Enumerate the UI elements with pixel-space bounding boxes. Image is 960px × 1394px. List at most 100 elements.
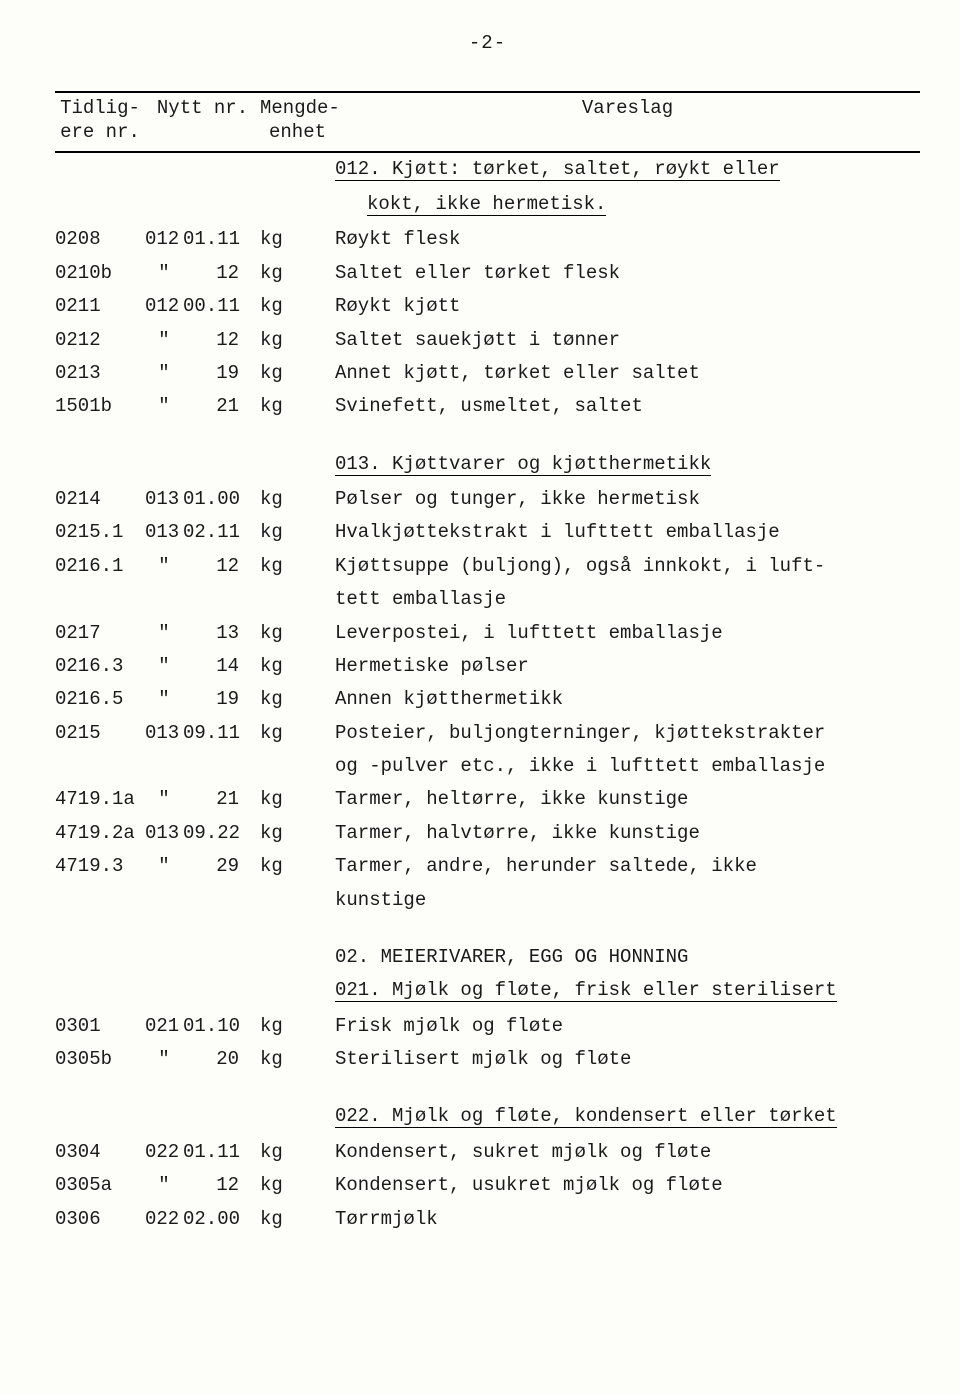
empty-cell <box>145 188 260 223</box>
cell-description: Frisk mjølk og fløte <box>335 1010 920 1043</box>
cell-unit: kg <box>260 483 335 516</box>
ditto-mark: " <box>145 364 183 383</box>
empty-cell <box>260 152 335 188</box>
cell-unit: kg <box>260 1169 335 1202</box>
ditto-mark: " <box>145 790 183 809</box>
table-section-row: 021. Mjølk og fløte, frisk eller sterili… <box>55 974 920 1009</box>
cell-description: Sterilisert mjølk og fløte <box>335 1043 920 1076</box>
table-row: 0212"12kgSaltet sauekjøtt i tønner <box>55 323 920 356</box>
cell-old-number: 0208 <box>55 223 145 256</box>
table-row: kunstige <box>55 883 920 916</box>
cell-description: Leverpostei, i lufttett emballasje <box>335 616 920 649</box>
cell-old-number: 0216.1 <box>55 550 145 583</box>
table-row: 4719.2a01309.22kgTarmer, halvtørre, ikke… <box>55 817 920 850</box>
table-spacer-row <box>55 917 920 941</box>
cell-description: Kondensert, sukret mjølk og fløte <box>335 1136 920 1169</box>
header-col-description: Vareslag <box>335 92 920 152</box>
cell-new-number: 01309.22 <box>145 817 260 850</box>
section-heading-cell: 012. Kjøtt: tørket, saltet, røykt eller <box>335 152 920 188</box>
header-col-old-number: Tidlig- ere nr. <box>55 92 145 152</box>
section-heading-text: 021. Mjølk og fløte, frisk eller sterili… <box>335 981 837 1002</box>
cell-new-number: "21 <box>145 783 260 816</box>
table-row: 1501b"21kgSvinefett, usmeltet, saltet <box>55 390 920 423</box>
table-row: og -pulver etc., ikke i lufttett emballa… <box>55 750 920 783</box>
cell-description: Saltet eller tørket flesk <box>335 257 920 290</box>
cell-new-number: 01309.11 <box>145 717 260 750</box>
table-section-row: kokt, ikke hermetisk. <box>55 188 920 223</box>
empty-cell <box>260 974 335 1009</box>
section-heading-text: 022. Mjølk og fløte, kondensert eller tø… <box>335 1107 837 1128</box>
table-row: 030602202.00kgTørrmjølk <box>55 1202 920 1235</box>
cell-old-number <box>55 883 145 916</box>
table-row: 0216.3"14kgHermetiske pølser <box>55 650 920 683</box>
cell-new-number: 01200.11 <box>145 290 260 323</box>
cell-description: Saltet sauekjøtt i tønner <box>335 323 920 356</box>
table-spacer-row <box>55 424 920 448</box>
new-number-prefix: 021 <box>145 1017 183 1036</box>
cell-description: Hvalkjøttekstrakt i lufttett emballasje <box>335 516 920 549</box>
new-number-prefix: 022 <box>145 1210 183 1229</box>
cell-unit: kg <box>260 550 335 583</box>
new-number-prefix: 012 <box>145 297 183 316</box>
table-row: 0216.5"19kgAnnen kjøtthermetikk <box>55 683 920 716</box>
table-section-row: 02. MEIERIVARER, EGG OG HONNING <box>55 941 920 974</box>
empty-cell <box>55 1100 145 1135</box>
cell-description: Hermetiske pølser <box>335 650 920 683</box>
new-number-suffix: 01.00 <box>183 490 239 509</box>
cell-unit: kg <box>260 683 335 716</box>
table-row: 021501309.11kgPosteier, buljongterninger… <box>55 717 920 750</box>
cell-unit: kg <box>260 1043 335 1076</box>
cell-new-number: "12 <box>145 323 260 356</box>
cell-old-number <box>55 583 145 616</box>
cell-old-number: 0210b <box>55 257 145 290</box>
new-number-suffix: 01.11 <box>183 230 239 249</box>
cell-new-number: 02101.10 <box>145 1010 260 1043</box>
cell-description: Røykt flesk <box>335 223 920 256</box>
cell-unit: kg <box>260 357 335 390</box>
new-number-suffix: 01.11 <box>183 1143 239 1162</box>
empty-cell <box>55 974 145 1009</box>
empty-cell <box>145 941 260 974</box>
cell-unit: kg <box>260 290 335 323</box>
cell-new-number: "29 <box>145 850 260 883</box>
cell-new-number: "19 <box>145 683 260 716</box>
cell-description: Kondensert, usukret mjølk og fløte <box>335 1169 920 1202</box>
cell-old-number: 1501b <box>55 390 145 423</box>
cell-new-number: "12 <box>145 1169 260 1202</box>
cell-old-number: 0216.3 <box>55 650 145 683</box>
cell-old-number: 0301 <box>55 1010 145 1043</box>
cell-old-number: 0305b <box>55 1043 145 1076</box>
table-spacer-row <box>55 1076 920 1100</box>
empty-cell <box>260 448 335 483</box>
new-number-suffix: 09.22 <box>183 824 239 843</box>
cell-unit: kg <box>260 717 335 750</box>
cell-description: tett emballasje <box>335 583 920 616</box>
new-number-suffix: 12 <box>183 264 239 283</box>
new-number-prefix: 012 <box>145 230 183 249</box>
page-number: -2- <box>55 34 920 53</box>
cell-unit: kg <box>260 817 335 850</box>
new-number-suffix: 13 <box>183 624 239 643</box>
table-row: 4719.1a"21kgTarmer, heltørre, ikke kunst… <box>55 783 920 816</box>
cell-new-number: "21 <box>145 390 260 423</box>
cell-old-number: 0213 <box>55 357 145 390</box>
cell-unit <box>260 750 335 783</box>
cell-unit: kg <box>260 783 335 816</box>
new-number-suffix: 00.11 <box>183 297 239 316</box>
new-number-suffix: 02.11 <box>183 523 239 542</box>
cell-description: Tørrmjølk <box>335 1202 920 1235</box>
cell-old-number: 4719.2a <box>55 817 145 850</box>
cell-new-number: 02202.00 <box>145 1202 260 1235</box>
cell-new-number <box>145 750 260 783</box>
header-col-unit: Mengde- enhet <box>260 92 335 152</box>
cell-old-number: 0214 <box>55 483 145 516</box>
new-number-suffix: 12 <box>183 331 239 350</box>
spacer-cell <box>55 917 920 941</box>
spacer-cell <box>55 424 920 448</box>
spacer-cell <box>55 1076 920 1100</box>
cell-description: og -pulver etc., ikke i lufttett emballa… <box>335 750 920 783</box>
empty-cell <box>260 188 335 223</box>
cell-new-number: "20 <box>145 1043 260 1076</box>
classification-table: Tidlig- ere nr. Nytt nr. Mengde- enhet V… <box>55 91 920 1236</box>
empty-cell <box>55 448 145 483</box>
